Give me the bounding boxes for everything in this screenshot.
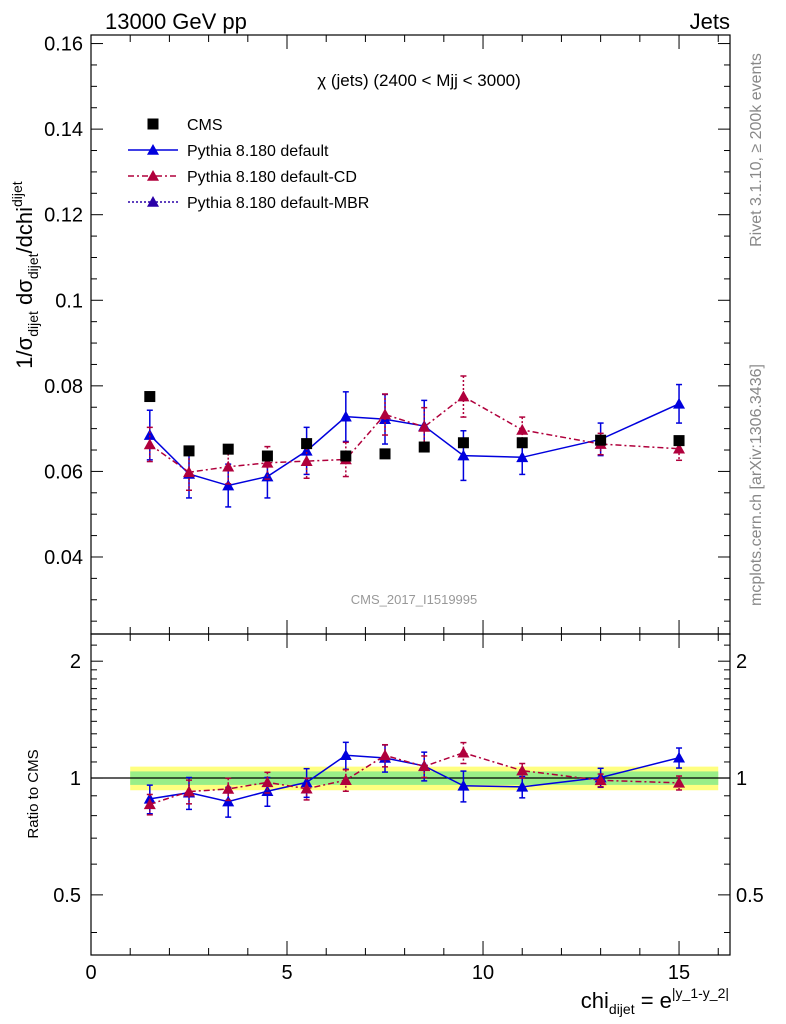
point-main [300, 455, 313, 466]
x-tick-label: 0 [85, 962, 96, 984]
point-ratio [457, 779, 470, 791]
series-line-main [149, 395, 680, 474]
legend-label: CMS [187, 117, 223, 134]
legend-marker [147, 170, 159, 181]
legend-marker [147, 144, 159, 155]
y-tick-label-ratio-right: 2 [736, 651, 747, 673]
point-main [300, 444, 313, 456]
side-label-bottom: mcplots.cern.ch [arXiv:1306.3436] [748, 364, 765, 606]
ratio-panel [90, 633, 731, 956]
x-tick-label: 10 [472, 962, 494, 984]
point-ratio [673, 751, 686, 763]
point-ratio [418, 760, 431, 772]
x-tick-label: 5 [281, 962, 292, 984]
point-ratio [457, 746, 470, 758]
point-main [183, 466, 196, 478]
series-line-main [149, 403, 680, 487]
point-ratio [222, 782, 235, 794]
y-axis-label-main: 1/σdijet dσdijet/dchidijet [9, 181, 41, 369]
header-left: 13000 GeV pp [105, 9, 247, 34]
watermark: CMS_2017_I1519995 [351, 592, 478, 607]
header-right: Jets [690, 9, 730, 34]
plot-title: χ (jets) (2400 < Mjj < 3000) [317, 71, 521, 90]
data-point-cms [379, 448, 391, 460]
ratio-axis-ticks: 0.5 0.5 1 1 2 2 [53, 644, 764, 933]
data-point-cms [516, 437, 528, 449]
point-main [457, 449, 470, 461]
point-main [516, 423, 529, 435]
point-ratio [183, 785, 196, 797]
legend-label: Pythia 8.180 default [187, 143, 329, 160]
y-tick-label-ratio: 1 [70, 768, 81, 790]
x-axis-ticks: 0 5 10 15 [85, 35, 719, 984]
point-main [143, 438, 156, 450]
data-point-cms [183, 445, 195, 457]
point-main [339, 410, 352, 422]
data-point-cms [457, 437, 469, 449]
y-tick-label-main: 0.04 [44, 547, 83, 569]
point-ratio [143, 792, 156, 804]
y-tick-label-main: 0.08 [44, 376, 83, 398]
point-ratio [516, 780, 529, 792]
point-main [673, 442, 686, 454]
y-axis-label-ratio: Ratio to CMS [25, 749, 42, 838]
series-layer [143, 375, 686, 818]
y-tick-label-main: 0.06 [44, 461, 83, 483]
x-axis-label: chidijet = e|y_1-y_2| [581, 985, 729, 1017]
series-line-ratio [149, 754, 680, 803]
point-main [261, 456, 274, 468]
data-point-cms [144, 391, 156, 403]
point-main [418, 420, 431, 432]
y-tick-label-main: 0.1 [55, 290, 83, 312]
point-main [379, 408, 392, 420]
data-point-cms [261, 450, 273, 462]
point-ratio [339, 749, 352, 761]
y-tick-label-ratio-right: 1 [736, 768, 747, 790]
legend-label: Pythia 8.180 default-CD [187, 169, 357, 186]
legend-marker-cms [147, 118, 159, 130]
y-tick-label-ratio: 2 [70, 651, 81, 673]
main-axis-ticks: 0.04 0.06 0.08 0.1 0.12 0.14 0.16 [44, 34, 730, 622]
y-tick-label-main: 0.16 [44, 34, 83, 56]
side-label-top: Rivet 3.1.10, ≥ 200k events [748, 53, 765, 247]
data-point-cms [418, 441, 430, 453]
y-tick-label-ratio: 0.5 [53, 885, 81, 907]
y-tick-label-ratio-right: 0.5 [736, 885, 764, 907]
data-point-cms [222, 443, 234, 455]
point-ratio [261, 776, 274, 788]
legend-marker [147, 196, 159, 207]
point-ratio [339, 774, 352, 785]
point-main [673, 397, 686, 409]
legend-label: Pythia 8.180 default-MBR [187, 195, 369, 212]
point-ratio [143, 798, 156, 810]
point-main [222, 460, 235, 472]
point-ratio [594, 774, 607, 786]
data-point-cms [595, 434, 607, 446]
data-point-cms [673, 435, 685, 447]
point-main [222, 479, 235, 491]
data-point-cms [340, 450, 352, 462]
x-tick-label: 15 [668, 962, 690, 984]
y-tick-label-main: 0.12 [44, 205, 83, 227]
point-ratio [300, 782, 313, 794]
point-ratio [300, 776, 313, 788]
y-tick-label-main: 0.14 [44, 119, 83, 141]
point-ratio [673, 776, 686, 788]
point-ratio [379, 749, 392, 761]
ratio-uncertainty-band [91, 766, 730, 791]
point-ratio [516, 764, 529, 776]
point-main [457, 390, 470, 402]
legend: CMS Pythia 8.180 default Pythia 8.180 defa… [128, 117, 369, 212]
series-line-ratio [149, 751, 680, 806]
data-point-cms [301, 438, 313, 450]
point-main [143, 429, 156, 440]
point-main [516, 451, 529, 463]
data-series-cms [144, 391, 685, 462]
